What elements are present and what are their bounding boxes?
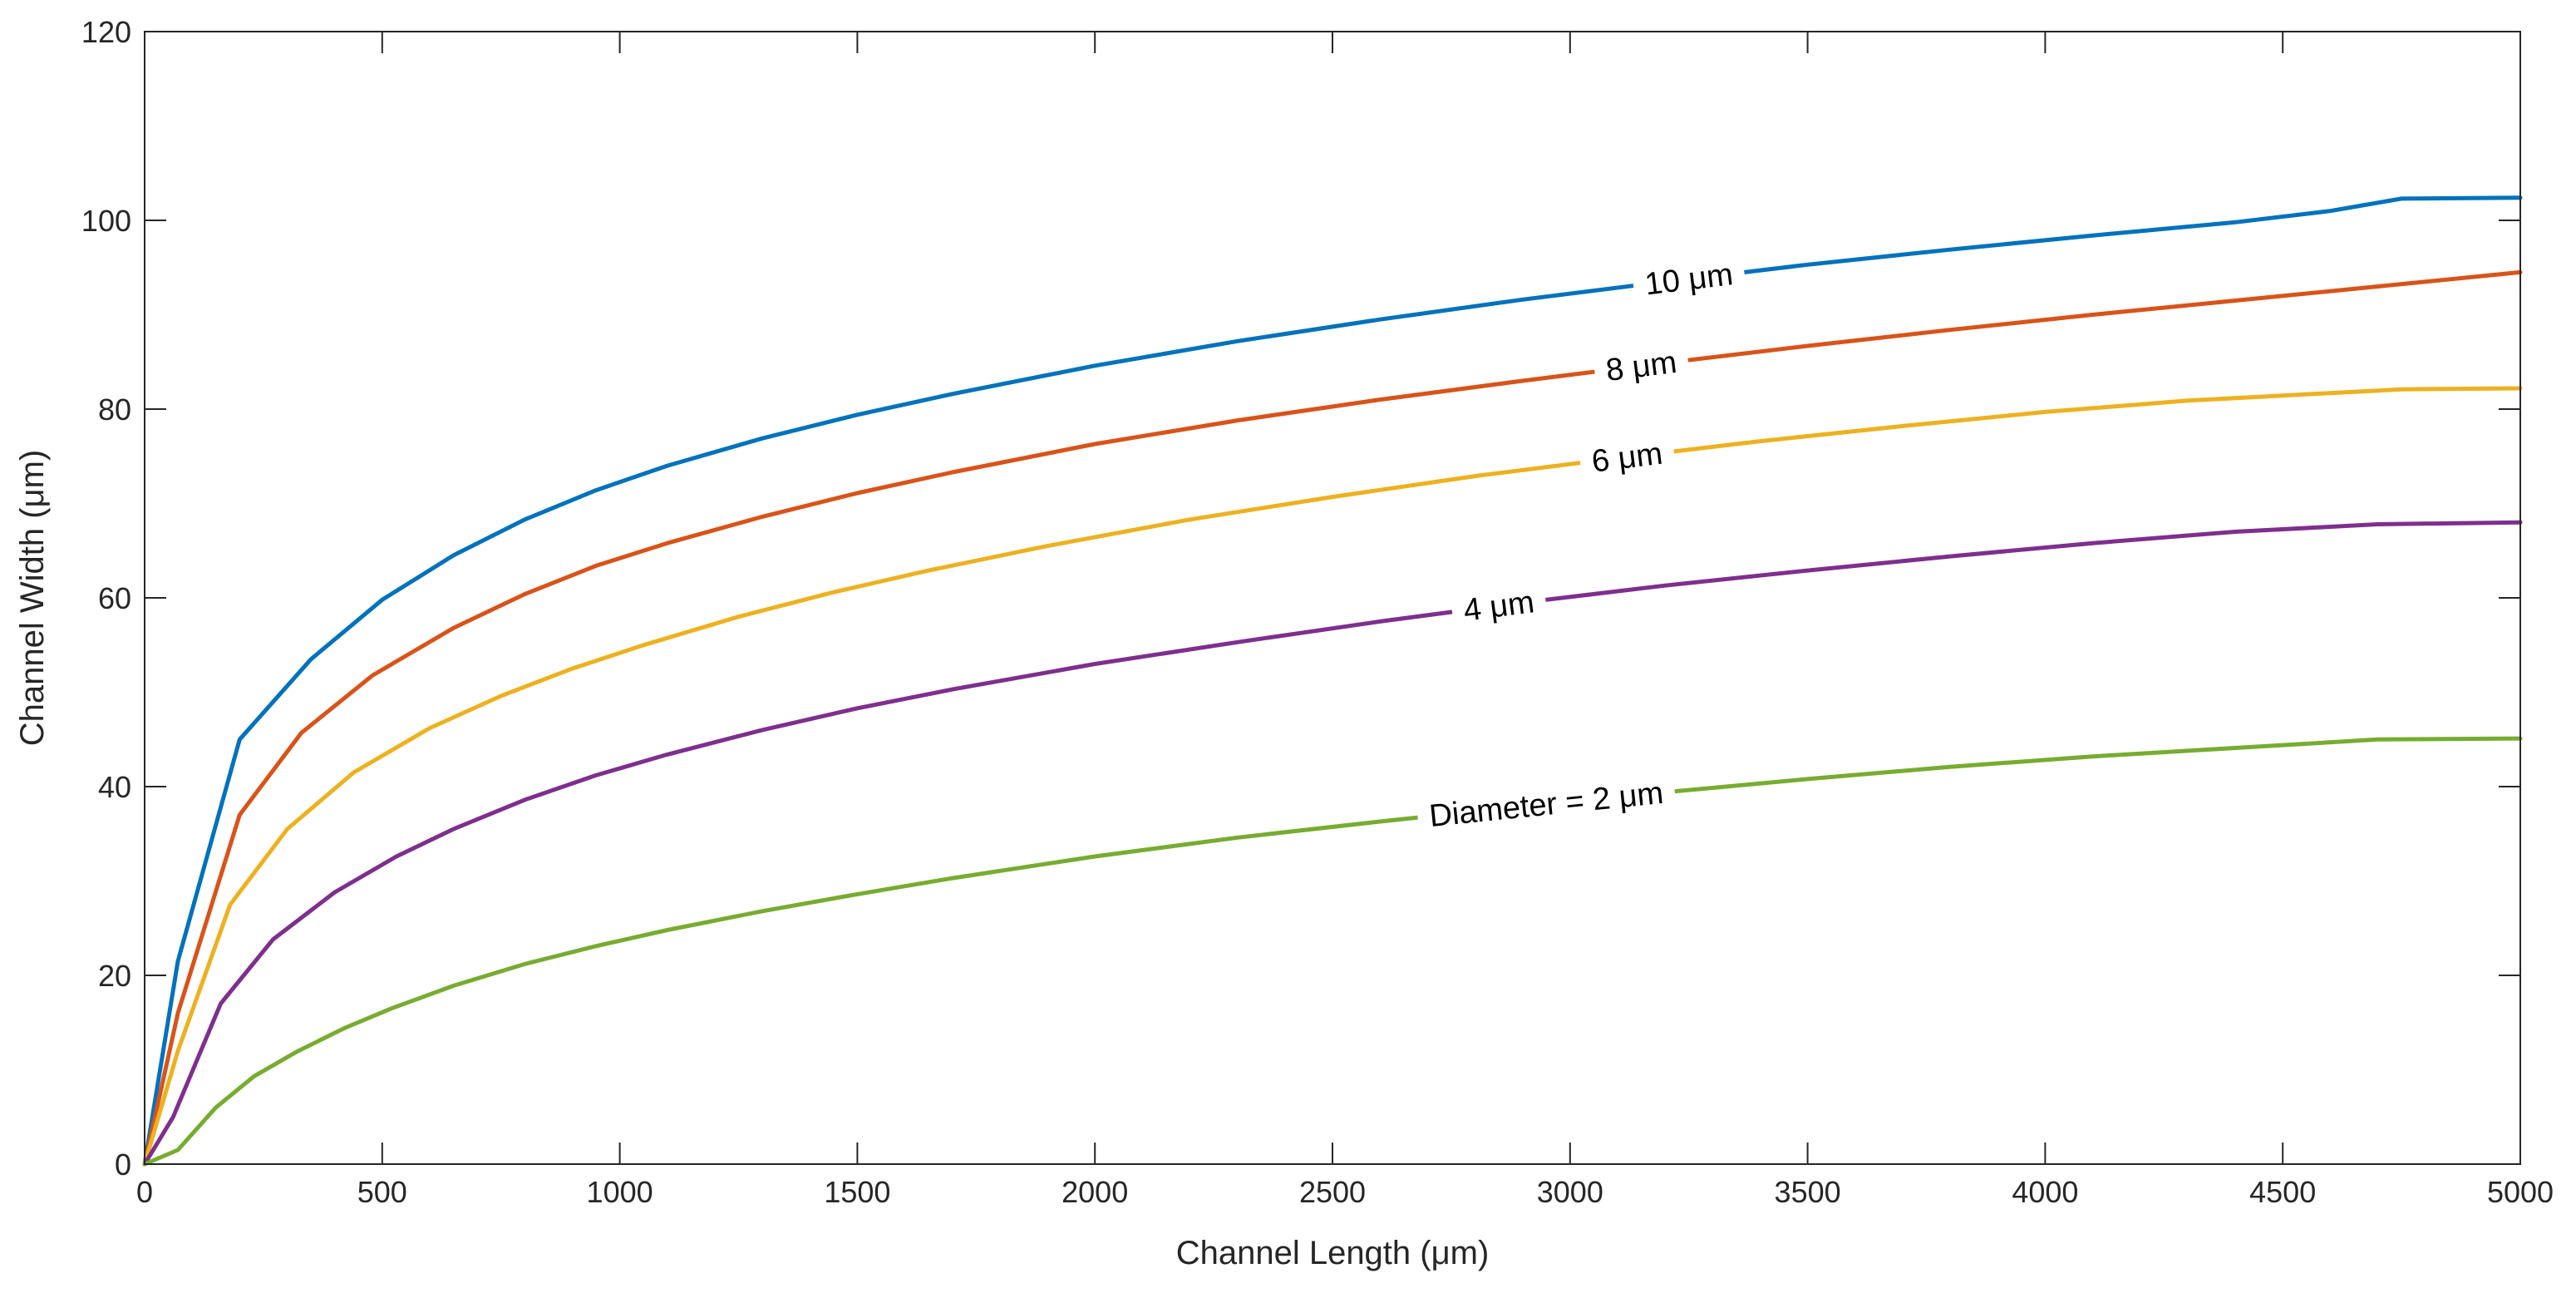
x-axis-title: Channel Length (μm) xyxy=(1176,1235,1490,1271)
curve-label-background xyxy=(1630,250,1747,308)
x-tick-label: 4500 xyxy=(2249,1175,2316,1209)
y-tick-label: 40 xyxy=(98,770,131,804)
y-tick-label: 100 xyxy=(81,204,131,238)
y-tick-label: 80 xyxy=(98,392,131,427)
curves xyxy=(142,195,2523,1167)
series-line-4-m xyxy=(142,520,2523,1167)
y-tick-label: 60 xyxy=(98,581,131,615)
curve-label: 8 μm xyxy=(1604,345,1679,388)
x-tick-label: 2500 xyxy=(1299,1175,1366,1209)
x-tick-label: 5000 xyxy=(2487,1175,2554,1209)
x-tick-label: 1000 xyxy=(587,1175,653,1209)
x-axis-ticks: 0 500 1000 1500 2000 2500 3000 3500 4000 4500 5000 xyxy=(136,32,2554,1209)
x-tick-label: 3500 xyxy=(1775,1175,1841,1209)
series-line-diameter-2-m xyxy=(142,736,2523,1167)
y-tick-label: 0 xyxy=(115,1147,131,1182)
curve-label-background xyxy=(1578,430,1677,485)
curve-label-group: 10 μm xyxy=(1630,250,1747,308)
y-tick-label: 120 xyxy=(81,15,131,49)
x-tick-label: 0 xyxy=(136,1175,153,1209)
series-line-6-m xyxy=(142,386,2523,1167)
y-tick-label: 20 xyxy=(98,959,131,993)
y-axis-ticks: 0 20 40 60 80 100 120 xyxy=(81,15,2520,1182)
x-tick-label: 1500 xyxy=(824,1175,890,1209)
x-tick-label: 4000 xyxy=(2012,1175,2078,1209)
x-tick-label: 2000 xyxy=(1061,1175,1128,1209)
x-tick-label: 500 xyxy=(357,1175,407,1209)
series-line-10-m xyxy=(142,195,2523,1167)
series-line-8-m xyxy=(142,269,2523,1167)
curve-label-group: 6 μm xyxy=(1578,430,1677,485)
x-tick-label: 3000 xyxy=(1537,1175,1603,1209)
plot-area xyxy=(145,32,2520,1164)
curve-label: 6 μm xyxy=(1590,437,1665,480)
curve-label-background xyxy=(1415,769,1677,839)
y-axis-title: Channel Width (μm) xyxy=(14,450,51,746)
curve-label-group: 8 μm xyxy=(1592,338,1691,393)
curve-label-background xyxy=(1449,578,1549,634)
curve-label-background xyxy=(1592,338,1691,393)
curve-label-group: 4 μm xyxy=(1449,578,1549,634)
